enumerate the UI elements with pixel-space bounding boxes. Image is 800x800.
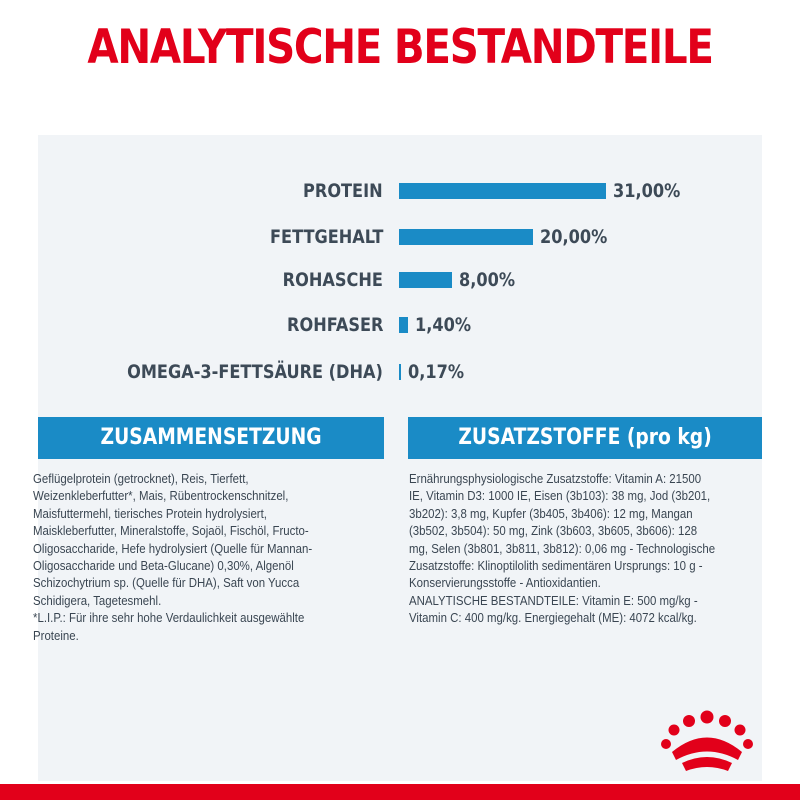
chart-row: PROTEIN 31,00% bbox=[0, 176, 800, 206]
page-title: ANALYTISCHE BESTANDTEILE bbox=[87, 20, 714, 75]
text-line: Weizenkleberfutter*, Mais, Rübentrockens… bbox=[33, 488, 289, 504]
chart-value-label: 0,17% bbox=[408, 361, 465, 383]
zusammensetzung-header: ZUSAMMENSETZUNG bbox=[38, 417, 384, 459]
zusammensetzung-text: Geflügelprotein (getrocknet), Reis, Tier… bbox=[33, 470, 312, 644]
text-line: mg, Selen (3b801, 3b811, 3b812): 0,06 mg… bbox=[409, 540, 716, 556]
text-line: Proteine. bbox=[33, 627, 79, 643]
text-line: Schidigera, Tagetesmehl. bbox=[33, 592, 162, 608]
text-line: Oligosaccharide, Hefe hydrolysiert (Quel… bbox=[33, 540, 313, 556]
chart-category-label: ROHASCHE bbox=[282, 269, 383, 291]
text-line: Konservierungsstoffe - Antioxidantien. bbox=[409, 575, 601, 591]
chart-row: ROHFASER 1,40% bbox=[0, 310, 800, 340]
chart-value-label: 8,00% bbox=[459, 269, 516, 291]
chart-row: OMEGA-3-FETTSÄURE (DHA) 0,17% bbox=[0, 357, 800, 387]
text-line: (3b502, 3b504): 50 mg, Zink (3b603, 3b60… bbox=[409, 523, 698, 539]
text-line: Zusatzstoffe: Klinoptilolith sedimentäre… bbox=[409, 558, 703, 574]
text-line: ANALYTISCHE BESTANDTEILE: Vitamin E: 500… bbox=[409, 592, 698, 608]
zusatzstoffe-header: ZUSATZSTOFFE (pro kg) bbox=[408, 417, 762, 459]
chart-bar bbox=[399, 272, 453, 288]
text-line: Maiskleberfutter, Mineralstoffe, Sojaöl,… bbox=[33, 523, 309, 539]
chart-category-label: FETTGEHALT bbox=[269, 226, 383, 248]
nutrient-bar-chart: PROTEIN 31,00% FETTGEHALT 20,00% ROHASCHE 8,0… bbox=[0, 176, 800, 387]
zusatzstoffe-heading: ZUSATZSTOFFE (pro kg) bbox=[458, 425, 712, 450]
chart-row: ROHASCHE 8,00% bbox=[0, 265, 800, 295]
chart-category-label: ROHFASER bbox=[286, 314, 383, 336]
text-line: 3b202): 3,8 mg, Kupfer (3b405, 3b406): 1… bbox=[409, 505, 693, 521]
text-line: Vitamin C: 400 mg/kg. Energiegehalt (ME)… bbox=[409, 610, 697, 626]
zusammensetzung-heading: ZUSAMMENSETZUNG bbox=[100, 425, 322, 450]
zusatzstoffe-text: Ernährungsphysiologische Zusatzstoffe: V… bbox=[409, 470, 715, 627]
chart-value-label: 20,00% bbox=[539, 226, 607, 248]
chart-category-label: OMEGA-3-FETTSÄURE (DHA) bbox=[127, 361, 383, 383]
text-line: Ernährungsphysiologische Zusatzstoffe: V… bbox=[409, 471, 702, 486]
chart-value-label: 31,00% bbox=[613, 180, 681, 202]
chart-bar bbox=[399, 183, 606, 199]
bottom-red-bar bbox=[0, 784, 800, 800]
chart-category-label: PROTEIN bbox=[303, 180, 383, 202]
crown-icon bbox=[661, 710, 753, 771]
chart-row: FETTGEHALT 20,00% bbox=[0, 222, 800, 252]
text-line: Schizochytrium sp. (Quelle für DHA), Saf… bbox=[33, 575, 300, 591]
chart-bar bbox=[399, 317, 409, 333]
text-line: Geflügelprotein (getrocknet), Reis, Tier… bbox=[33, 471, 249, 486]
text-line: IE, Vitamin D3: 1000 IE, Eisen (3b103): … bbox=[409, 488, 711, 504]
chart-value-label: 1,40% bbox=[415, 314, 472, 336]
chart-bar bbox=[399, 229, 533, 245]
text-line: Maisfuttermehl, tierisches Protein hydro… bbox=[33, 505, 267, 521]
text-line: *L.I.P.: Für ihre sehr hohe Verdaulichke… bbox=[33, 610, 305, 626]
chart-bar bbox=[399, 364, 401, 380]
text-line: Oligosaccharide und Beta-Glucane) 0,30%,… bbox=[33, 558, 294, 574]
